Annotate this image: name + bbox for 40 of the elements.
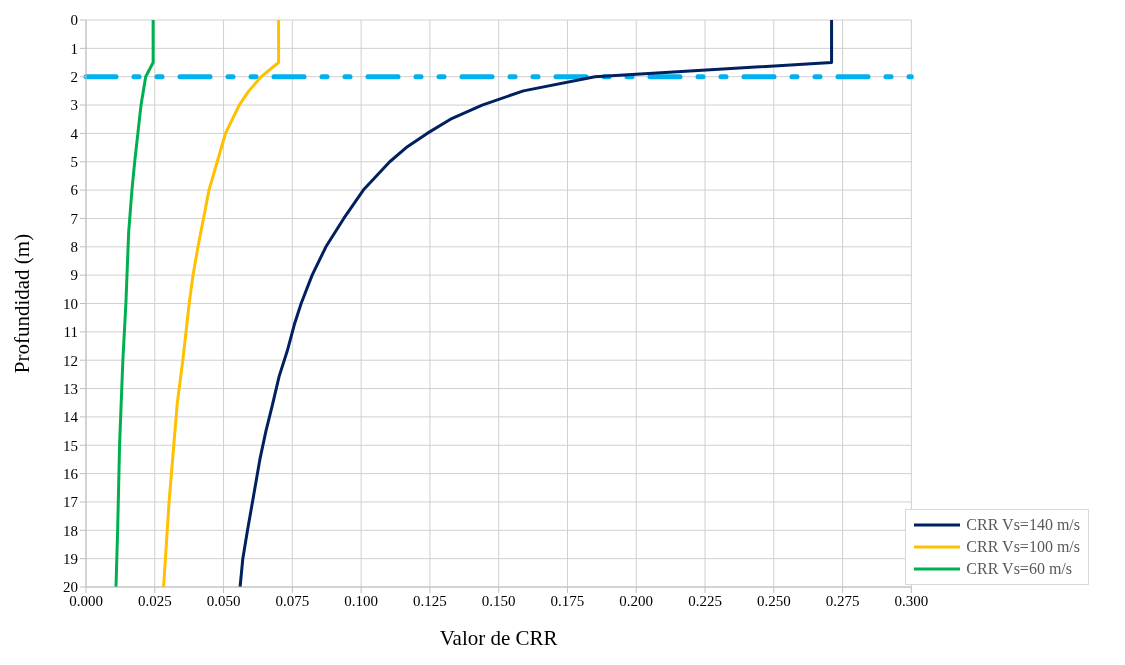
x-tick-label: 0.125 xyxy=(413,592,447,609)
legend-label: CRR Vs=100 m/s xyxy=(966,538,1080,556)
y-tick-label: 8 xyxy=(70,239,78,256)
line-series xyxy=(114,20,155,587)
y-tick-label: 1 xyxy=(70,40,78,57)
x-tick-label: 0.075 xyxy=(275,592,310,609)
y-tick-label: 0 xyxy=(70,12,78,29)
y-tick-label: 17 xyxy=(63,494,79,511)
x-tick-label: 0.300 xyxy=(894,592,929,609)
y-tick-label: 13 xyxy=(63,380,78,397)
y-tick-label: 15 xyxy=(63,437,78,454)
y-axis-title: Profundidad (m) xyxy=(10,233,35,374)
x-tick-label: 0.225 xyxy=(688,592,722,609)
legend-label: CRR Vs=140 m/s xyxy=(966,516,1080,534)
line-series xyxy=(238,20,834,587)
y-tick-label: 7 xyxy=(70,210,79,227)
x-tick-label: 0.200 xyxy=(619,592,654,609)
y-tick-label: 12 xyxy=(63,352,78,369)
x-axis-title: Valor de CRR xyxy=(439,626,558,650)
y-tick-label: 18 xyxy=(63,522,78,539)
x-tick-label: 0.050 xyxy=(206,592,241,609)
x-tick-label: 0.250 xyxy=(756,592,791,609)
x-tick-label: 0.175 xyxy=(550,592,585,609)
y-tick-label: 10 xyxy=(63,295,78,312)
y-tick-label: 5 xyxy=(70,154,78,171)
legend-label: CRR Vs=60 m/s xyxy=(966,560,1072,578)
y-tick-label: 2 xyxy=(70,69,78,86)
x-tick-label: 0.025 xyxy=(137,592,172,609)
x-tick-label: 0.275 xyxy=(825,592,860,609)
y-tick-label: 9 xyxy=(70,267,78,284)
y-tick-label: 11 xyxy=(63,324,78,341)
y-tick-label: 4 xyxy=(70,125,79,142)
x-tick-label: 0.100 xyxy=(344,592,378,609)
y-tick-label: 6 xyxy=(70,182,79,199)
x-tick-label: 0.150 xyxy=(481,592,516,609)
y-tick-label: 19 xyxy=(63,550,78,567)
line-series xyxy=(162,20,281,587)
y-tick-label: 3 xyxy=(70,97,78,114)
y-tick-label: 16 xyxy=(63,465,79,482)
y-tick-label: 14 xyxy=(63,409,79,426)
